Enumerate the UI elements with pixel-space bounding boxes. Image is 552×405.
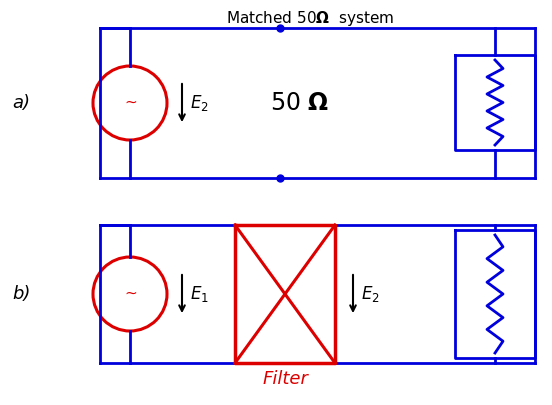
Text: b): b) xyxy=(12,285,30,303)
Text: $\sim$: $\sim$ xyxy=(122,284,138,300)
Text: Filter: Filter xyxy=(262,370,308,388)
Text: a): a) xyxy=(12,94,30,112)
Text: $E_1$: $E_1$ xyxy=(190,284,209,304)
Text: Matched 50$\mathbf{\Omega}$  system: Matched 50$\mathbf{\Omega}$ system xyxy=(226,9,394,28)
Text: $E_2$: $E_2$ xyxy=(361,284,380,304)
Text: $E_2$: $E_2$ xyxy=(190,93,209,113)
Text: $\sim$: $\sim$ xyxy=(122,94,138,109)
Text: $50\ \mathbf{\Omega}$: $50\ \mathbf{\Omega}$ xyxy=(270,91,330,115)
